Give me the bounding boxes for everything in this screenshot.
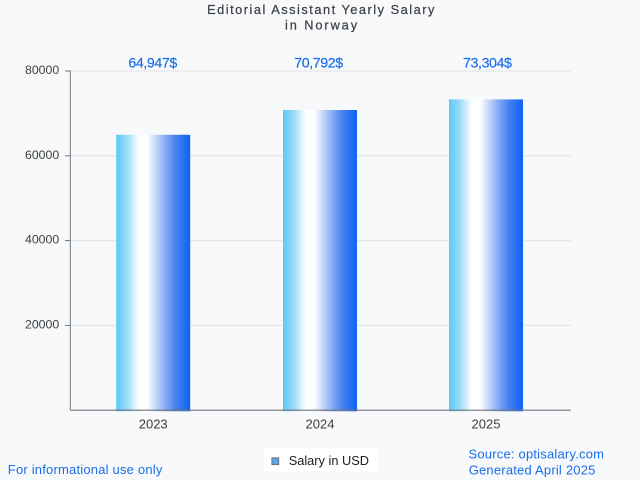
svg-text:80000: 80000 (25, 63, 59, 77)
svg-text:Source: optisalary.com: Source: optisalary.com (469, 447, 605, 462)
svg-text:73,304$: 73,304$ (463, 56, 512, 72)
svg-text:Salary in USD: Salary in USD (289, 453, 369, 468)
svg-text:2025: 2025 (472, 416, 501, 431)
svg-text:20000: 20000 (25, 317, 59, 331)
svg-text:Editorial Assistant Yearly Sal: Editorial Assistant Yearly Salary (207, 2, 436, 17)
svg-text:in Norway: in Norway (285, 18, 359, 33)
svg-text:64,947$: 64,947$ (128, 56, 177, 72)
svg-text:40000: 40000 (25, 233, 59, 247)
svg-text:2023: 2023 (139, 416, 168, 431)
svg-text:2024: 2024 (306, 416, 335, 431)
svg-text:For informational use only: For informational use only (8, 462, 163, 477)
svg-text:60000: 60000 (25, 148, 59, 162)
svg-text:70,792$: 70,792$ (294, 56, 343, 72)
svg-text:Generated April 2025: Generated April 2025 (469, 463, 596, 478)
